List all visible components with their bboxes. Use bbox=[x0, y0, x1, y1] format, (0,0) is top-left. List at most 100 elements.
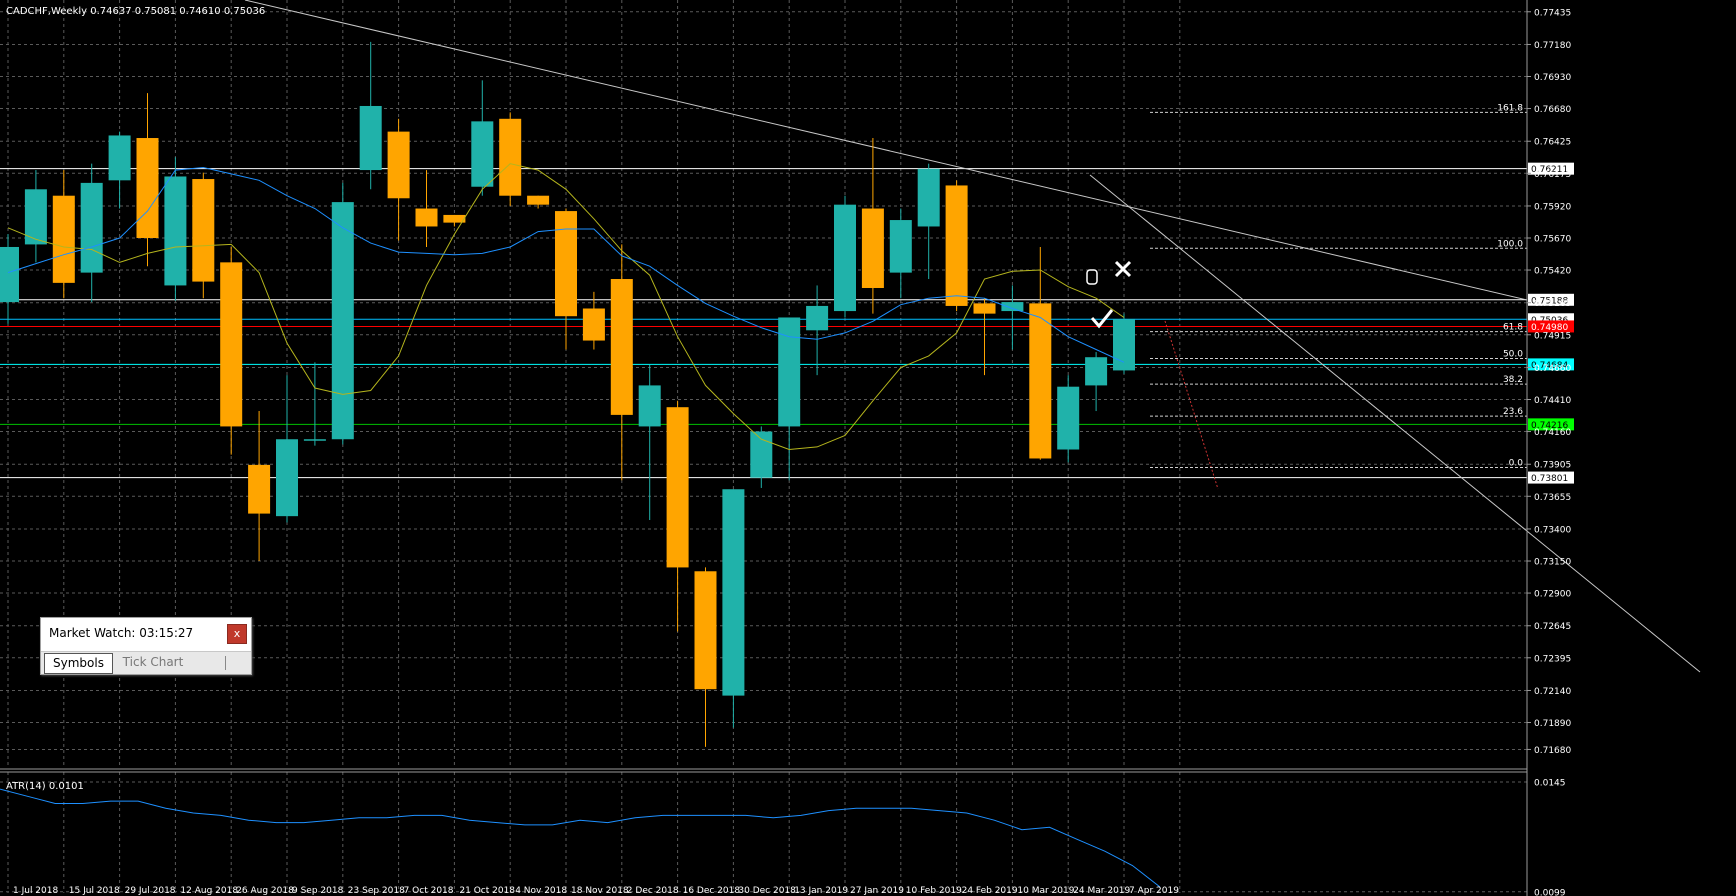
candle-body bbox=[750, 431, 773, 478]
level-label: 0.76211 bbox=[1531, 165, 1568, 175]
atr-tick-label: 0.0099 bbox=[1534, 888, 1566, 896]
price-tick-label: 0.73905 bbox=[1534, 461, 1571, 471]
price-tick-label: 0.75920 bbox=[1534, 202, 1571, 212]
candle-body bbox=[917, 168, 940, 227]
date-tick-label: 13 Jan 2019 bbox=[794, 886, 848, 896]
tab-symbols[interactable]: Symbols bbox=[44, 653, 113, 674]
candle-body bbox=[1057, 386, 1080, 450]
close-icon bbox=[1114, 260, 1132, 278]
trend-line bbox=[1089, 174, 1701, 673]
candle-body bbox=[1085, 357, 1108, 386]
candle-body bbox=[889, 220, 912, 273]
candle-body bbox=[303, 439, 326, 441]
price-tick-label: 0.73655 bbox=[1534, 493, 1571, 503]
candle-body bbox=[527, 195, 550, 205]
candle-body bbox=[555, 211, 577, 317]
date-tick-label: 26 Aug 2018 bbox=[236, 886, 294, 896]
level-label-box bbox=[1528, 471, 1574, 484]
date-tick-label: 16 Dec 2018 bbox=[683, 886, 741, 896]
candle-body bbox=[276, 439, 298, 517]
fib-label: 161.8 bbox=[1497, 103, 1523, 113]
atr-line bbox=[0, 788, 1161, 888]
candle-body bbox=[192, 179, 215, 282]
price-tick-label: 0.71890 bbox=[1534, 719, 1571, 729]
candle-body bbox=[0, 246, 19, 303]
price-tick-label: 0.76680 bbox=[1534, 105, 1571, 115]
price-tick-label: 0.74915 bbox=[1534, 331, 1571, 341]
candle-body bbox=[610, 279, 633, 415]
price-tick-label: 0.72645 bbox=[1534, 622, 1571, 632]
chart-header: CADCHF,Weekly 0.74637 0.75081 0.74610 0.… bbox=[6, 6, 265, 17]
hand-icon bbox=[1086, 269, 1098, 285]
moving-averages bbox=[7, 163, 1125, 451]
candle-body bbox=[443, 214, 466, 223]
price-tick-label: 0.72395 bbox=[1534, 654, 1571, 664]
atr-tick-label: 0.0145 bbox=[1534, 778, 1566, 788]
level-label-box bbox=[1528, 418, 1574, 431]
candle-body bbox=[694, 571, 717, 690]
trend-lines bbox=[244, 0, 1701, 673]
level-label: 0.74216 bbox=[1531, 421, 1568, 431]
candle-body bbox=[834, 204, 856, 312]
market-watch-tabs: Symbols Tick Chart bbox=[41, 651, 251, 674]
trade-markers bbox=[1086, 260, 1132, 329]
atr-indicator bbox=[0, 788, 1161, 888]
price-tick-label: 0.71680 bbox=[1534, 746, 1571, 756]
date-tick-label: 9 Sep 2018 bbox=[292, 886, 344, 896]
price-tick-label: 0.75420 bbox=[1534, 267, 1571, 277]
chart-grid bbox=[0, 0, 1527, 893]
level-label: 0.73801 bbox=[1531, 474, 1568, 484]
level-label-box bbox=[1528, 320, 1574, 333]
price-tick-label: 0.74660 bbox=[1534, 364, 1571, 374]
trend-line bbox=[244, 0, 1528, 301]
price-tick-label: 0.76175 bbox=[1534, 170, 1571, 180]
candle-body bbox=[582, 308, 605, 341]
price-tick-label: 0.75670 bbox=[1534, 235, 1571, 245]
level-label: 0.74980 bbox=[1531, 323, 1568, 333]
candle-body bbox=[52, 195, 75, 283]
ma-fast-line bbox=[7, 163, 1125, 451]
candle-body bbox=[359, 105, 382, 171]
candle-body bbox=[861, 208, 884, 288]
candle-body bbox=[220, 262, 243, 427]
candle-body bbox=[108, 135, 131, 181]
candle-body bbox=[1113, 319, 1135, 371]
candle-body bbox=[331, 202, 354, 440]
price-tick-label: 0.76425 bbox=[1534, 138, 1571, 148]
check-icon bbox=[1090, 309, 1114, 329]
axes: 0.77435 0.77180 0.76930 0.76680 0.76425 0.761… bbox=[0, 0, 1571, 896]
candle-body bbox=[778, 317, 801, 427]
date-tick-label: 12 Aug 2018 bbox=[180, 886, 238, 896]
tab-separator bbox=[225, 656, 226, 670]
candles bbox=[0, 41, 1135, 747]
candle-body bbox=[806, 305, 829, 331]
date-tick-label: 1 Jul 2018 bbox=[13, 886, 58, 896]
price-tick-label: 0.74160 bbox=[1534, 428, 1571, 438]
candle-body bbox=[945, 185, 968, 306]
candle-body bbox=[722, 489, 745, 696]
close-button[interactable]: x bbox=[227, 624, 247, 644]
tab-tick-chart[interactable]: Tick Chart bbox=[122, 655, 184, 669]
candle-body bbox=[471, 121, 494, 187]
candle-body bbox=[499, 118, 522, 196]
price-tick-label: 0.73400 bbox=[1534, 525, 1571, 535]
fib-label: 0.0 bbox=[1509, 458, 1524, 468]
level-label-box bbox=[1528, 162, 1574, 175]
date-tick-label: 30 Dec 2018 bbox=[738, 886, 796, 896]
candle-body bbox=[136, 138, 159, 239]
date-tick-label: 2 Dec 2018 bbox=[627, 886, 679, 896]
fibonacci-levels: 161.8 100.0 61.8 50.0 38.2 23.6 0.0 bbox=[1150, 103, 1527, 468]
candle-body bbox=[415, 208, 438, 227]
market-watch-title: Market Watch: 03:15:27 bbox=[49, 626, 194, 640]
candle-body bbox=[973, 303, 996, 314]
date-tick-label: 24 Mar 2019 bbox=[1073, 886, 1130, 896]
price-tick-label: 0.75165 bbox=[1534, 299, 1571, 309]
ma-slow-line bbox=[7, 166, 1125, 363]
level-label-box bbox=[1528, 293, 1574, 306]
fib-label: 38.2 bbox=[1503, 375, 1523, 385]
candle-body bbox=[666, 407, 689, 568]
date-tick-label: 18 Nov 2018 bbox=[571, 886, 629, 896]
date-tick-label: 27 Jan 2019 bbox=[850, 886, 904, 896]
market-watch-panel[interactable]: Market Watch: 03:15:27 x Symbols Tick Ch… bbox=[40, 617, 252, 675]
